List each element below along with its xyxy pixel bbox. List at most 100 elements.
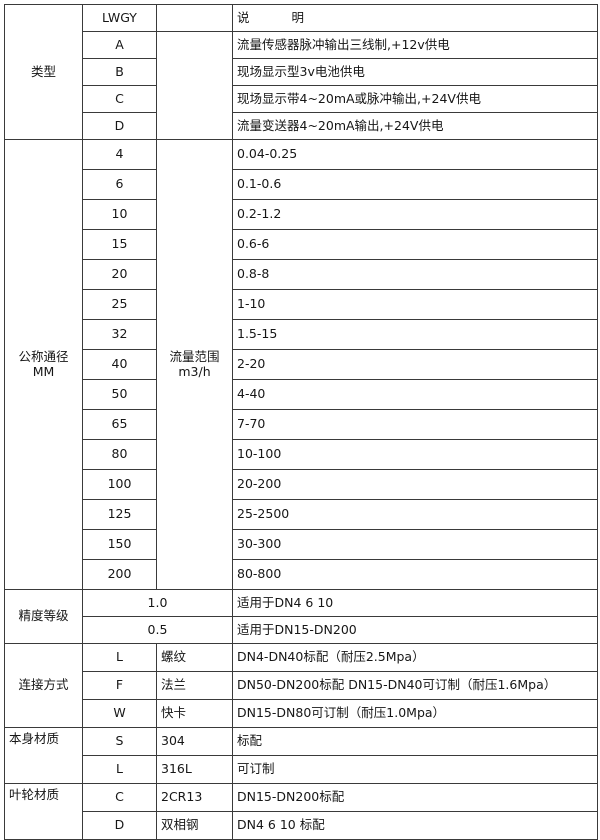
connection-code-w: W [82, 699, 157, 728]
specification-table-container: 类型 LWGY 说明 A 流量传感器脉冲输出三线制,+12v供电 B 现场显示型… [4, 4, 598, 840]
dn-flow-50: 4-40 [232, 379, 598, 410]
table-row: 40 2-20 [5, 349, 598, 380]
section-label-accuracy: 精度等级 [4, 589, 83, 644]
impeller-material-code-c: C [82, 783, 157, 812]
dn-code-6: 6 [82, 169, 157, 200]
impeller-material-desc-c: DN15-DN200标配 [232, 783, 598, 812]
dn-flow-100: 20-200 [232, 469, 598, 500]
dn-code-50: 50 [82, 379, 157, 410]
accuracy-code-1-0: 1.0 [82, 589, 233, 617]
connection-name-w: 快卡 [156, 699, 233, 728]
table-row-header: 类型 LWGY 说明 [4, 4, 598, 140]
table-row: 50 4-40 [5, 379, 598, 410]
flow-range-label-line1: 流量范围 [169, 349, 220, 365]
impeller-material-desc-d: DN4 6 10 标配 [232, 811, 598, 840]
type-code-c: C [82, 85, 157, 113]
dn-code-80: 80 [82, 439, 157, 470]
table-row: 25 1-10 [5, 289, 598, 320]
dn-flow-125: 25-2500 [232, 499, 598, 530]
type-code-d: D [82, 112, 157, 140]
connection-desc-f: DN50-DN200标配 DN15-DN40可订制（耐压1.6Mpa） [232, 671, 598, 700]
table-row: 80 10-100 [5, 439, 598, 470]
type-code-b: B [82, 58, 157, 86]
dn-flow-4: 0.04-0.25 [232, 139, 598, 170]
section-label-type: 类型 [4, 4, 83, 140]
connection-code-f: F [82, 671, 157, 700]
header-description-label: 说明 [232, 4, 598, 32]
type-mid-empty [156, 31, 233, 140]
dn-flow-25: 1-10 [232, 289, 598, 320]
connection-desc-l: DN4-DN40标配（耐压2.5Mpa） [232, 643, 598, 672]
table-row: 125 25-2500 [5, 499, 598, 530]
table-row: 32 1.5-15 [5, 319, 598, 350]
flow-range-label-line2: m3/h [178, 363, 211, 379]
dn-flow-10: 0.2-1.2 [232, 199, 598, 230]
dn-code-10: 10 [82, 199, 157, 230]
table-row: 0.5 适用于DN15-DN200 [5, 616, 598, 644]
dn-flow-32: 1.5-15 [232, 319, 598, 350]
table-row: 公称通径 MM 4 流量范围 m3/h 0.04-0.25 [4, 139, 598, 590]
dn-code-4: 4 [82, 139, 157, 170]
table-row: 15 0.6-6 [5, 229, 598, 260]
table-row: F 法兰 DN50-DN200标配 DN15-DN40可订制（耐压1.6Mpa） [5, 671, 598, 700]
dn-flow-150: 30-300 [232, 529, 598, 560]
table-row: L 316L 可订制 [5, 755, 598, 784]
connection-desc-w: DN15-DN80可订制（耐压1.0Mpa） [232, 699, 598, 728]
nominal-diameter-label-line2: MM [32, 363, 55, 379]
body-material-code-s: S [82, 727, 157, 756]
dn-flow-20: 0.8-8 [232, 259, 598, 290]
accuracy-desc-1-0: 适用于DN4 6 10 [232, 589, 598, 617]
type-desc-c: 现场显示带4~20mA或脉冲输出,+24V供电 [232, 85, 598, 113]
dn-code-65: 65 [82, 409, 157, 440]
connection-code-l: L [82, 643, 157, 672]
accuracy-desc-0-5: 适用于DN15-DN200 [232, 616, 598, 644]
table-row: 10 0.2-1.2 [5, 199, 598, 230]
table-row: 本身材质 S 304 标配 [4, 727, 598, 784]
table-row: A 流量传感器脉冲输出三线制,+12v供电 [5, 31, 598, 140]
dn-code-200: 200 [82, 559, 157, 590]
header-desc-part1: 说 [237, 9, 250, 25]
table-row: 精度等级 1.0 适用于DN4 6 10 [4, 589, 598, 644]
dn-flow-80: 10-100 [232, 439, 598, 470]
table-row: W 快卡 DN15-DN80可订制（耐压1.0Mpa） [5, 699, 598, 728]
impeller-material-name-d: 双相钢 [156, 811, 233, 840]
header-desc-part2: 明 [291, 9, 305, 25]
dn-code-20: 20 [82, 259, 157, 290]
table-row: 连接方式 L 螺纹 DN4-DN40标配（耐压2.5Mpa） [4, 643, 598, 728]
dn-code-125: 125 [82, 499, 157, 530]
dn-flow-40: 2-20 [232, 349, 598, 380]
section-label-impeller-material: 叶轮材质 [4, 783, 83, 840]
table-row: 150 30-300 [5, 529, 598, 560]
section-label-nominal-diameter: 公称通径 MM [4, 139, 83, 590]
dn-code-150: 150 [82, 529, 157, 560]
table-row: C 现场显示带4~20mA或脉冲输出,+24V供电 [5, 85, 598, 113]
impeller-material-name-c: 2CR13 [156, 783, 233, 812]
dn-code-15: 15 [82, 229, 157, 260]
header-empty-cell [156, 4, 233, 32]
dn-flow-6: 0.1-0.6 [232, 169, 598, 200]
body-material-code-l: L [82, 755, 157, 784]
section-label-body-material: 本身材质 [4, 727, 83, 784]
table-row: 叶轮材质 C 2CR13 DN15-DN200标配 [4, 783, 598, 840]
nominal-diameter-label-line1: 公称通径 [18, 349, 69, 365]
dn-code-40: 40 [82, 349, 157, 380]
connection-name-l: 螺纹 [156, 643, 233, 672]
flow-range-label: 流量范围 m3/h [156, 139, 233, 590]
connection-name-f: 法兰 [156, 671, 233, 700]
table-row: 200 80-800 [5, 559, 598, 590]
dn-flow-15: 0.6-6 [232, 229, 598, 260]
body-material-desc-l: 可订制 [232, 755, 598, 784]
body-material-desc-s: 标配 [232, 727, 598, 756]
accuracy-code-0-5: 0.5 [82, 616, 233, 644]
dn-flow-65: 7-70 [232, 409, 598, 440]
dn-code-100: 100 [82, 469, 157, 500]
header-model-code: LWGY [82, 4, 157, 32]
table-row: 20 0.8-8 [5, 259, 598, 290]
section-label-connection: 连接方式 [4, 643, 83, 728]
table-row: 65 7-70 [5, 409, 598, 440]
impeller-material-code-d: D [82, 811, 157, 840]
table-row: D 流量变送器4~20mA输出,+24V供电 [5, 112, 598, 140]
body-material-name-l: 316L [156, 755, 233, 784]
type-code-a: A [82, 31, 157, 59]
dn-flow-200: 80-800 [232, 559, 598, 590]
